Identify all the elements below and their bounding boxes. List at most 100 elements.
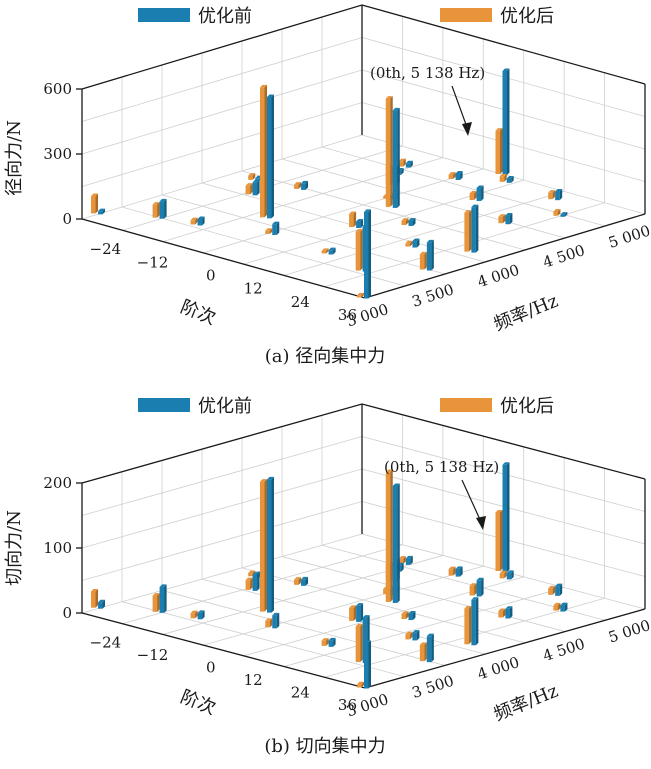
legend: 优化前 优化后: [138, 396, 554, 417]
bar-face-top: [248, 173, 256, 176]
bar-face-front: [401, 613, 406, 620]
bar-before-optimization: [272, 221, 280, 235]
bar-face-top: [495, 510, 503, 513]
bar-face-side: [409, 240, 413, 247]
bar-face-side: [257, 572, 260, 591]
order-tick-label: −24: [90, 634, 122, 652]
order-axis-label: 阶次: [177, 686, 218, 719]
bar-face-side: [333, 247, 336, 255]
bar-face-top: [412, 238, 420, 242]
bar-face-top: [505, 213, 513, 216]
panel-radial-force: 优化前 优化后 0 300 600 −24 −12 0 12 24 363 000 3 500 4 …: [4, 4, 651, 367]
bar-after-optimization: [548, 585, 556, 595]
floor-grid-line: [121, 206, 406, 287]
bar-face-top: [448, 566, 456, 570]
frequency-tick-label: 3 500: [410, 280, 456, 310]
bar-face-front: [357, 684, 362, 688]
bar-face-front: [471, 599, 476, 646]
bar-before-optimization: [392, 107, 400, 208]
bar-face-front: [506, 572, 512, 580]
bar-face-side: [552, 190, 556, 200]
bar-face-top: [248, 570, 256, 574]
bar-face-top: [252, 572, 260, 575]
bar-after-optimization: [419, 642, 427, 662]
bar-after-optimization: [245, 183, 253, 195]
bar-after-optimization: [265, 228, 273, 234]
bar-face-top: [159, 198, 167, 202]
order-tick-label: 24: [291, 293, 310, 311]
bar-before-optimization: [455, 566, 463, 577]
bar-face-top: [405, 555, 413, 559]
bar-face-top: [548, 190, 556, 193]
bar-face-side: [202, 610, 205, 620]
bar-face-side: [157, 202, 160, 218]
frequency-tick-label: 5 000: [606, 221, 651, 251]
bar-after-optimization: [498, 214, 506, 224]
bar-face-side: [269, 618, 273, 628]
bar-before-optimization: [502, 68, 510, 175]
bar-face-top: [159, 584, 167, 587]
bar-face-side: [95, 588, 99, 608]
bar-before-optimization: [267, 476, 275, 613]
bar-face-top: [401, 611, 409, 614]
bar-face-top: [405, 240, 413, 244]
bar-face-front: [560, 605, 565, 612]
bar-face-top: [555, 189, 563, 192]
bar-after-optimization: [469, 190, 477, 200]
floor-grid-line: [203, 565, 484, 646]
bar-face-side: [453, 566, 456, 576]
bar-face-top: [98, 208, 106, 212]
bar-face-side: [271, 94, 275, 219]
bar-after-optimization: [548, 190, 556, 200]
frequency-tick-label: 4 500: [541, 241, 587, 271]
bar-after-optimization: [248, 173, 256, 180]
bar-face-side: [412, 611, 416, 621]
bar-face-front: [455, 568, 461, 577]
bar-face-top: [502, 462, 510, 465]
bar-face-top: [548, 585, 556, 589]
bar-face-top: [405, 631, 413, 635]
caption-a: (a) 径向集中力: [265, 346, 386, 367]
bar-face-top: [267, 476, 275, 480]
bar-face-top: [560, 602, 568, 606]
bar-face-top: [476, 577, 484, 581]
bar-face-front: [152, 595, 158, 612]
bar-face-front: [349, 607, 354, 621]
bar-after-optimization: [495, 510, 503, 571]
bar-face-front: [506, 178, 512, 183]
peak-annotation: (0th, 5 138 Hz): [370, 64, 485, 82]
bar-face-side: [360, 623, 363, 663]
bar-face-front: [245, 185, 251, 195]
bar-face-side: [298, 577, 302, 585]
bar-before-optimization: [405, 160, 413, 168]
bar-face-front: [398, 558, 404, 564]
bar-face-front: [401, 220, 406, 225]
bar-face-side: [511, 570, 514, 580]
bar-before-optimization: [98, 208, 106, 215]
bar-face-side: [474, 583, 477, 596]
bar-face-front: [356, 605, 361, 622]
legend-label-after: 优化后: [500, 396, 554, 417]
bar-face-front: [252, 182, 258, 196]
bar-face-side: [507, 68, 510, 175]
bar-face-top: [419, 642, 427, 645]
bar-face-top: [356, 219, 364, 222]
bar-face-front: [152, 204, 158, 218]
bar-face-top: [272, 221, 280, 225]
bar-face-top: [502, 68, 510, 71]
z-tick-label: 300: [43, 145, 72, 163]
wall-grid-line: [81, 436, 646, 516]
bars: [91, 462, 568, 689]
order-tick-label: 12: [244, 671, 263, 689]
bar-face-front: [328, 640, 334, 647]
annotation-arrow: [451, 85, 469, 131]
order-tick-label: 0: [206, 659, 216, 677]
bar-face-side: [511, 176, 514, 183]
bar-after-optimization: [401, 611, 409, 620]
bar-face-front: [498, 216, 503, 224]
bar-face-side: [559, 189, 563, 201]
bar-face-side: [368, 209, 371, 299]
bar-face-top: [448, 172, 456, 175]
bar-face-front: [426, 636, 432, 663]
bar-face-front: [505, 215, 510, 225]
